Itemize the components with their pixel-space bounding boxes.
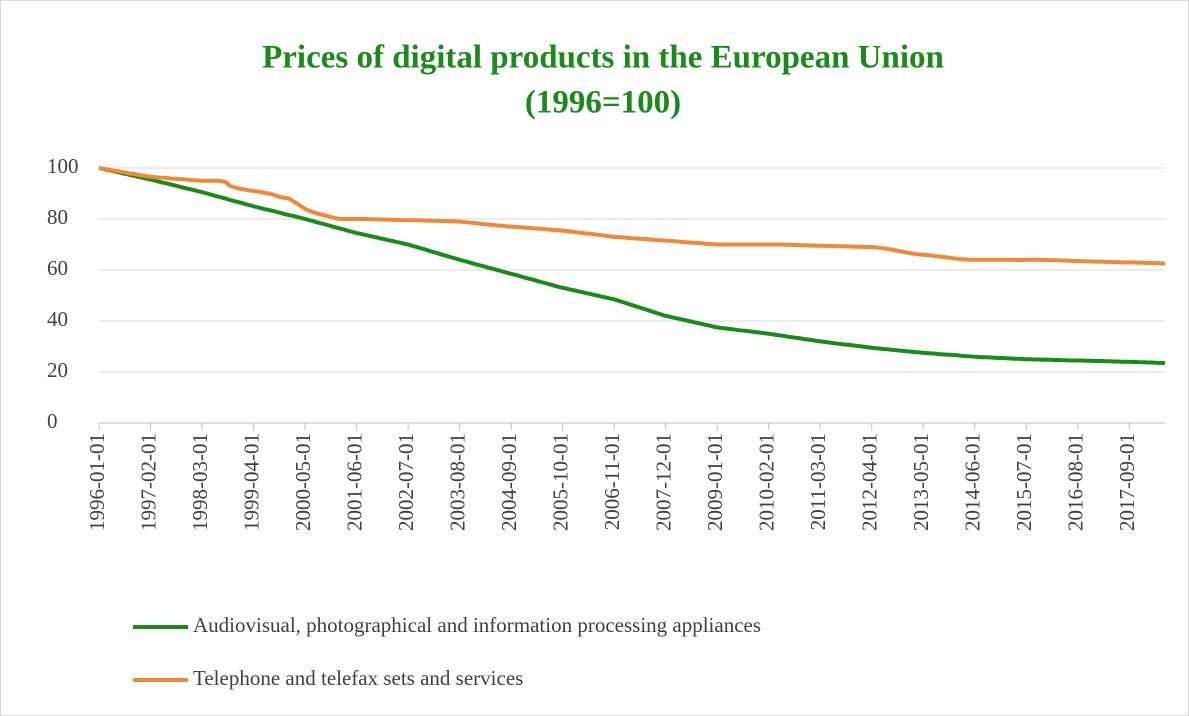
chart-subtitle: (1996=100)	[525, 85, 681, 121]
chart-title: Prices of digital products in the Europe…	[262, 40, 944, 76]
y-tick-label: 60	[47, 256, 68, 280]
y-tick-label: 40	[47, 307, 68, 331]
series-line	[98, 166, 1166, 266]
x-tick-label: 1996-01-01	[85, 433, 109, 531]
x-tick-label: 2004-09-01	[497, 433, 521, 531]
x-tick-label: 2002-07-01	[394, 433, 418, 531]
x-tick-label: 2013-05-01	[909, 433, 933, 531]
y-tick-label: 0	[47, 409, 58, 433]
x-tick-label: 2006-11-01	[600, 433, 624, 530]
y-tick-label: 20	[47, 358, 68, 382]
x-tick-label: 2010-02-01	[755, 433, 779, 531]
x-tick-label: 2014-06-01	[961, 433, 985, 531]
x-tick-label: 2007-12-01	[651, 433, 675, 531]
y-tick-label: 100	[47, 154, 79, 178]
y-tick-label: 80	[47, 205, 68, 229]
series-line	[98, 166, 1166, 366]
x-tick-label: 2003-08-01	[445, 433, 469, 531]
x-tick-label: 2011-03-01	[806, 433, 830, 530]
x-tick-label: 2009-01-01	[703, 433, 727, 531]
x-tick-label: 2001-06-01	[342, 433, 366, 531]
x-tick-label: 2012-04-01	[858, 433, 882, 531]
x-tick-label: 2005-10-01	[548, 433, 572, 531]
x-tick-label: 1998-03-01	[188, 433, 212, 531]
legend-label: Audiovisual, photographical and informat…	[193, 613, 761, 637]
x-tick-label: 2016-08-01	[1064, 433, 1088, 531]
x-tick-label: 2017-09-01	[1115, 433, 1139, 531]
x-tick-label: 2000-05-01	[291, 433, 315, 531]
legend-label: Telephone and telefax sets and services	[193, 666, 523, 690]
x-tick-label: 2015-07-01	[1012, 433, 1036, 531]
x-tick-label: 1999-04-01	[239, 433, 263, 531]
x-tick-label: 1997-02-01	[136, 433, 160, 531]
